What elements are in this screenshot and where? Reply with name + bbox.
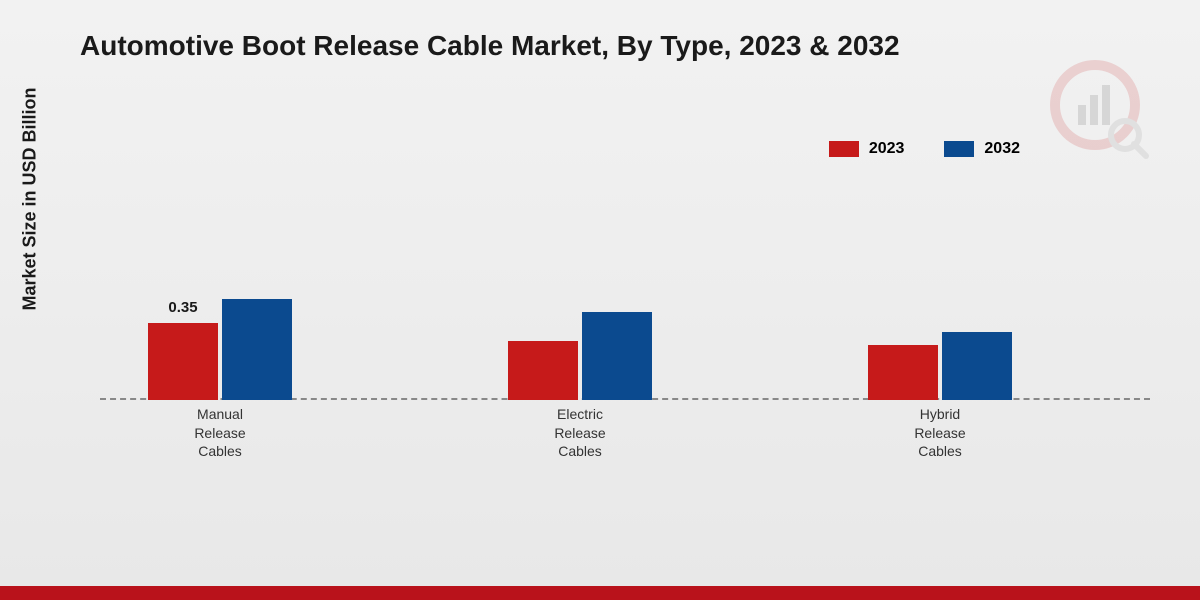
bar-2032-hybrid <box>942 332 1012 400</box>
bar-2023-electric <box>508 341 578 400</box>
category-label-1: Electric Release Cables <box>500 405 660 460</box>
y-axis-label: Market Size in USD Billion <box>20 87 41 310</box>
chart-plot-area: 0.35 Manual Release Cables Electric Rele… <box>100 180 1150 460</box>
legend-label-2032: 2032 <box>984 140 1020 158</box>
legend: 2023 2032 <box>829 140 1020 158</box>
brand-logo-watermark <box>1050 60 1150 160</box>
bar-group-0: 0.35 <box>140 299 300 400</box>
category-label-0: Manual Release Cables <box>140 405 300 460</box>
footer-accent-bar <box>0 586 1200 600</box>
bar-value-label: 0.35 <box>148 299 218 316</box>
legend-item-2023: 2023 <box>829 140 905 158</box>
bar-2023-hybrid <box>868 345 938 400</box>
bar-group-1 <box>500 312 660 400</box>
bar-2023-manual: 0.35 <box>148 323 218 400</box>
legend-swatch-2032 <box>944 141 974 157</box>
chart-title: Automotive Boot Release Cable Market, By… <box>80 30 900 62</box>
legend-label-2023: 2023 <box>869 140 905 158</box>
legend-swatch-2023 <box>829 141 859 157</box>
legend-item-2032: 2032 <box>944 140 1020 158</box>
bar-group-2 <box>860 332 1020 400</box>
bar-2032-manual <box>222 299 292 400</box>
bar-2032-electric <box>582 312 652 400</box>
category-label-2: Hybrid Release Cables <box>860 405 1020 460</box>
